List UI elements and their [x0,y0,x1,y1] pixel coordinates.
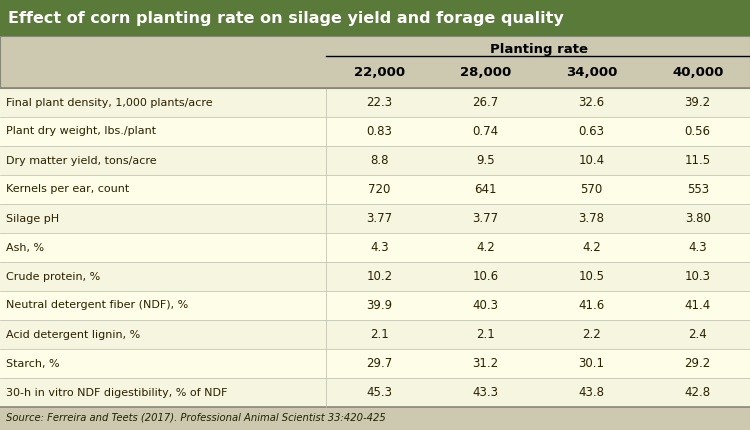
Bar [0,291,750,320]
Text: Final plant density, 1,000 plants/acre: Final plant density, 1,000 plants/acre [6,98,213,108]
Text: 3.77: 3.77 [366,212,392,225]
Text: 4.3: 4.3 [688,241,707,254]
Bar [0,36,750,88]
Text: 2.1: 2.1 [370,328,388,341]
Bar [0,117,750,146]
Bar [0,233,750,262]
Text: 45.3: 45.3 [366,386,392,399]
Text: 39.2: 39.2 [685,96,711,109]
Text: 4.2: 4.2 [476,241,495,254]
Text: 34,000: 34,000 [566,65,617,79]
Text: 29.7: 29.7 [366,357,392,370]
Text: 10.6: 10.6 [472,270,499,283]
Bar [0,204,750,233]
Text: 22,000: 22,000 [354,65,405,79]
Text: 4.2: 4.2 [582,241,601,254]
Text: Kernels per ear, count: Kernels per ear, count [6,184,129,194]
Bar [0,0,750,36]
Text: 10.4: 10.4 [578,154,604,167]
Text: 10.2: 10.2 [366,270,392,283]
Text: 2.4: 2.4 [688,328,707,341]
Text: 43.8: 43.8 [578,386,604,399]
Text: 0.56: 0.56 [685,125,711,138]
Bar [0,320,750,349]
Bar [0,349,750,378]
Text: Planting rate: Planting rate [490,43,587,55]
Text: 10.3: 10.3 [685,270,711,283]
Bar [0,262,750,291]
Text: Silage pH: Silage pH [6,214,59,224]
Bar [0,88,750,117]
Text: 570: 570 [580,183,603,196]
Text: 0.63: 0.63 [578,125,604,138]
Text: 3.78: 3.78 [578,212,604,225]
Text: 40.3: 40.3 [472,299,499,312]
Text: 32.6: 32.6 [578,96,604,109]
Text: 8.8: 8.8 [370,154,388,167]
Text: Plant dry weight, lbs./plant: Plant dry weight, lbs./plant [6,126,156,136]
Text: 553: 553 [687,183,709,196]
Text: 10.5: 10.5 [578,270,604,283]
Text: Effect of corn planting rate on silage yield and forage quality: Effect of corn planting rate on silage y… [8,10,564,25]
Text: Neutral detergent fiber (NDF), %: Neutral detergent fiber (NDF), % [6,301,188,310]
Text: 11.5: 11.5 [685,154,711,167]
Text: 641: 641 [474,183,496,196]
Text: 9.5: 9.5 [476,154,495,167]
Text: 30.1: 30.1 [578,357,604,370]
Text: 2.2: 2.2 [582,328,601,341]
Text: 40,000: 40,000 [672,65,723,79]
Text: 39.9: 39.9 [366,299,392,312]
Bar [0,407,750,429]
Text: Acid detergent lignin, %: Acid detergent lignin, % [6,329,140,340]
Bar [0,36,750,88]
Text: Crude protein, %: Crude protein, % [6,271,100,282]
Text: Source: Ferreira and Teets (2017). Professional Animal Scientist 33:420-425: Source: Ferreira and Teets (2017). Profe… [6,413,386,423]
Bar [0,175,750,204]
Text: Dry matter yield, tons/acre: Dry matter yield, tons/acre [6,156,157,166]
Text: 26.7: 26.7 [472,96,499,109]
Text: Starch, %: Starch, % [6,359,60,369]
Text: Ash, %: Ash, % [6,243,44,252]
Text: 43.3: 43.3 [472,386,499,399]
Text: 3.80: 3.80 [685,212,711,225]
Text: 42.8: 42.8 [685,386,711,399]
Text: 22.3: 22.3 [366,96,392,109]
Text: 4.3: 4.3 [370,241,388,254]
Text: 41.6: 41.6 [578,299,604,312]
Text: 3.77: 3.77 [472,212,499,225]
Bar [0,146,750,175]
Text: 30-h in vitro NDF digestibility, % of NDF: 30-h in vitro NDF digestibility, % of ND… [6,387,227,397]
Text: 41.4: 41.4 [685,299,711,312]
Text: 2.1: 2.1 [476,328,495,341]
Text: 0.83: 0.83 [366,125,392,138]
Text: 28,000: 28,000 [460,65,511,79]
Text: 31.2: 31.2 [472,357,499,370]
Text: 720: 720 [368,183,391,196]
Text: 29.2: 29.2 [685,357,711,370]
Text: 0.74: 0.74 [472,125,499,138]
Bar [0,378,750,407]
